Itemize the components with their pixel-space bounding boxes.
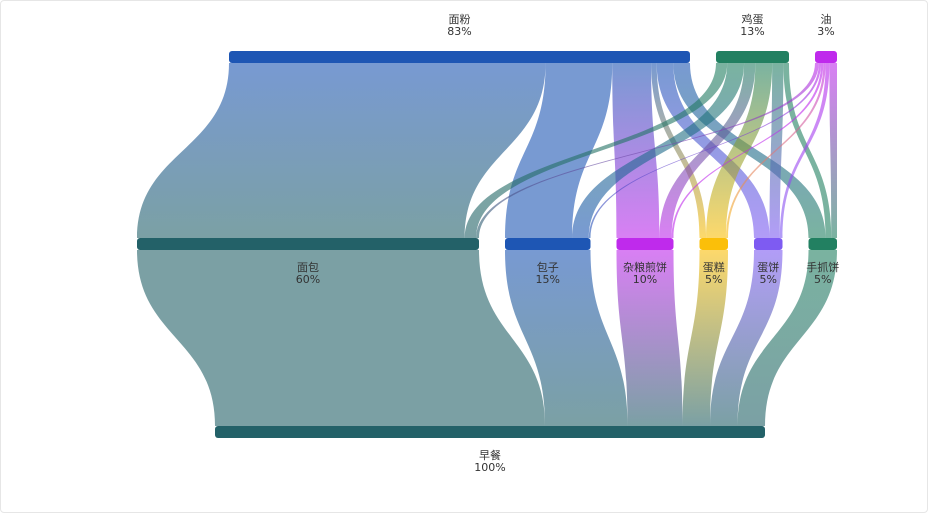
link-jianbing-to-breakfast[interactable] <box>616 250 683 426</box>
link-cake-to-breakfast[interactable] <box>682 250 729 426</box>
link-egg-to-bread[interactable] <box>464 63 728 238</box>
node-percent-baozi: 15% <box>536 273 560 286</box>
node-name-oil: 油 <box>821 12 832 26</box>
node-name-danbing: 蛋饼 <box>757 260 779 274</box>
node-percent-danbing: 5% <box>760 273 777 286</box>
links-layer <box>137 63 837 426</box>
node-oil[interactable] <box>815 51 837 63</box>
labels-layer: 面粉83%鸡蛋13%油3%面包60%包子15%杂粮煎饼10%蛋糕5%蛋饼5%手抓… <box>296 12 839 474</box>
node-name-cake: 蛋糕 <box>703 260 725 274</box>
link-egg-to-shouzhua[interactable] <box>783 63 832 238</box>
link-flour-to-cake[interactable] <box>651 63 707 238</box>
link-baozi-to-breakfast[interactable] <box>505 250 628 426</box>
node-percent-cake: 5% <box>705 273 722 286</box>
link-flour-to-baozi[interactable] <box>505 63 613 238</box>
node-danbing[interactable] <box>754 238 783 250</box>
link-flour-to-jianbing[interactable] <box>612 63 660 238</box>
node-name-baozi: 包子 <box>537 261 559 274</box>
node-name-jianbing: 杂粮煎饼 <box>623 260 667 274</box>
link-shouzhua-to-breakfast[interactable] <box>737 250 838 426</box>
node-name-flour: 面粉 <box>448 13 470 26</box>
node-jianbing[interactable] <box>616 238 674 250</box>
link-egg-to-cake[interactable] <box>706 63 773 238</box>
link-oil-to-shouzhua[interactable] <box>829 63 837 238</box>
node-percent-flour: 83% <box>447 25 471 38</box>
node-percent-jianbing: 10% <box>633 273 657 286</box>
node-baozi[interactable] <box>505 238 591 250</box>
link-oil-to-danbing[interactable] <box>779 63 830 238</box>
link-danbing-to-breakfast[interactable] <box>710 250 783 426</box>
node-flour[interactable] <box>229 51 690 63</box>
link-oil-to-bread[interactable] <box>476 63 819 238</box>
node-name-bread: 面包 <box>297 261 319 274</box>
node-percent-egg: 13% <box>740 25 764 38</box>
node-egg[interactable] <box>715 51 789 63</box>
link-egg-to-jianbing[interactable] <box>659 63 756 238</box>
node-percent-oil: 3% <box>817 25 834 38</box>
node-breakfast[interactable] <box>215 426 765 438</box>
link-oil-to-jianbing[interactable] <box>671 63 824 238</box>
node-percent-shouzhua: 5% <box>814 273 831 286</box>
link-flour-to-bread[interactable] <box>137 63 546 238</box>
node-name-egg: 鸡蛋 <box>741 12 763 26</box>
link-oil-to-cake[interactable] <box>726 63 826 238</box>
link-flour-to-shouzhua[interactable] <box>673 63 826 238</box>
node-bread[interactable] <box>137 238 479 250</box>
node-name-shouzhua: 手抓饼 <box>806 260 839 274</box>
node-percent-bread: 60% <box>296 273 320 286</box>
node-percent-breakfast: 100% <box>474 461 505 474</box>
nodes-layer <box>137 51 837 438</box>
node-shouzhua[interactable] <box>808 238 838 250</box>
link-egg-to-baozi[interactable] <box>572 63 745 238</box>
node-cake[interactable] <box>699 238 729 250</box>
node-name-breakfast: 早餐 <box>479 448 501 462</box>
link-bread-to-breakfast[interactable] <box>137 250 545 426</box>
link-oil-to-baozi[interactable] <box>588 63 822 238</box>
